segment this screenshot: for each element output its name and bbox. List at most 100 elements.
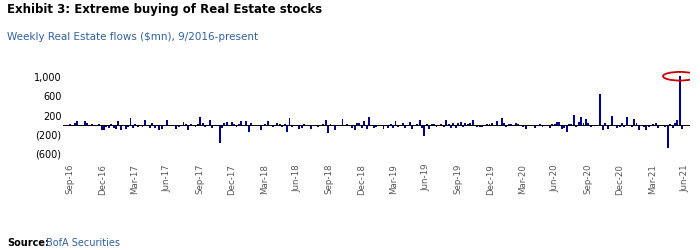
Bar — [276, 123, 279, 125]
Bar — [233, 124, 235, 125]
Bar — [573, 115, 575, 125]
Bar — [426, 124, 428, 125]
Bar — [79, 125, 81, 126]
Bar — [527, 125, 529, 126]
Bar — [293, 125, 295, 126]
Bar — [193, 125, 194, 126]
Bar — [315, 125, 317, 126]
Bar — [624, 125, 625, 127]
Bar — [98, 124, 100, 125]
Bar — [373, 125, 374, 128]
Bar — [619, 125, 621, 127]
Bar — [559, 122, 560, 125]
Bar — [171, 125, 172, 126]
Bar — [525, 125, 526, 129]
Bar — [505, 125, 508, 128]
Bar — [74, 124, 76, 125]
Bar — [592, 125, 594, 126]
Bar — [360, 125, 363, 128]
Bar — [580, 118, 582, 125]
Bar — [204, 125, 206, 127]
Bar — [585, 119, 587, 125]
Bar — [127, 125, 129, 126]
Bar — [209, 120, 211, 125]
Bar — [455, 125, 456, 128]
Bar — [141, 125, 144, 127]
Bar — [96, 125, 98, 126]
Bar — [674, 123, 676, 125]
Bar — [327, 125, 329, 132]
Bar — [664, 125, 666, 127]
Bar — [636, 124, 638, 125]
Bar — [132, 125, 134, 128]
Bar — [445, 120, 447, 125]
Bar — [298, 125, 300, 129]
Bar — [291, 125, 293, 127]
Bar — [260, 125, 262, 130]
Bar — [508, 124, 510, 125]
Bar — [303, 124, 305, 125]
Bar — [93, 125, 95, 126]
Text: Weekly Real Estate flows ($mn), 9/2016-present: Weekly Real Estate flows ($mn), 9/2016-p… — [7, 32, 258, 42]
Bar — [71, 125, 74, 126]
Bar — [564, 125, 565, 128]
Bar — [245, 121, 247, 125]
Bar — [609, 125, 611, 126]
Bar — [669, 124, 671, 125]
Bar — [188, 125, 189, 130]
Bar — [534, 125, 536, 128]
Bar — [125, 125, 127, 129]
Bar — [409, 122, 411, 125]
Bar — [626, 117, 628, 125]
Bar — [296, 125, 297, 126]
Bar — [202, 123, 204, 125]
Bar — [238, 124, 240, 125]
Bar — [88, 125, 90, 126]
Bar — [175, 125, 177, 129]
Bar — [457, 123, 459, 125]
Bar — [566, 125, 568, 132]
Bar — [529, 125, 531, 126]
Bar — [404, 125, 406, 128]
Bar — [515, 123, 517, 125]
Bar — [223, 123, 225, 125]
Bar — [110, 124, 112, 125]
Bar — [250, 123, 252, 125]
Bar — [460, 122, 461, 125]
Bar — [262, 125, 264, 126]
Bar — [392, 125, 394, 128]
Bar — [161, 125, 163, 128]
Bar — [679, 76, 681, 125]
Bar — [578, 122, 580, 125]
Bar — [178, 125, 180, 127]
Bar — [103, 125, 105, 130]
Text: BofA Securities: BofA Securities — [46, 238, 120, 248]
Bar — [363, 122, 365, 125]
Bar — [522, 125, 524, 127]
Bar — [496, 121, 498, 125]
Bar — [267, 121, 269, 125]
Bar — [120, 125, 122, 130]
Bar — [265, 124, 267, 125]
Bar — [482, 125, 483, 127]
Bar — [281, 125, 284, 126]
Bar — [657, 125, 659, 128]
Bar — [510, 124, 512, 125]
Bar — [477, 125, 478, 127]
Bar — [214, 125, 216, 126]
Bar — [199, 117, 202, 125]
Bar — [539, 124, 541, 125]
Bar — [662, 125, 664, 126]
Bar — [313, 125, 314, 126]
Bar — [575, 125, 578, 127]
Bar — [185, 124, 187, 125]
Bar — [430, 124, 433, 125]
Bar — [310, 125, 312, 129]
Bar — [197, 124, 199, 125]
Bar — [633, 120, 635, 125]
Bar — [469, 123, 471, 125]
Bar — [358, 123, 361, 125]
Bar — [118, 121, 120, 125]
Bar — [400, 125, 401, 126]
Bar — [554, 124, 556, 125]
